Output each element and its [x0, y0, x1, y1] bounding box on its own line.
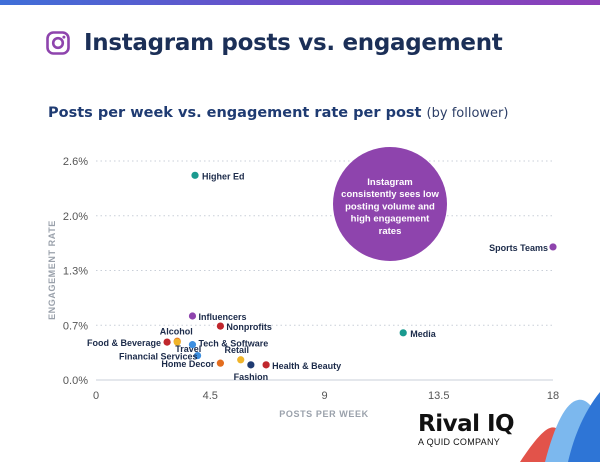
annotation-line: rates	[379, 226, 402, 237]
data-label: Fashion	[234, 372, 269, 382]
data-label: Travel	[175, 344, 201, 354]
brand-name: Rival IQ	[418, 411, 515, 437]
data-point	[188, 341, 197, 349]
data-label: Home Decor	[161, 359, 215, 369]
chart-subtitle: Posts per week vs. engagement rate per p…	[48, 105, 508, 121]
annotation-text: Instagram consistently sees low posting vo…	[341, 177, 439, 237]
annotation-line: Instagram	[367, 177, 412, 188]
annotation-line: posting volume and	[345, 201, 435, 212]
y-tick-label: 2.6%	[63, 156, 88, 168]
data-label: Higher Ed	[202, 171, 245, 181]
data-label: Retail	[224, 345, 249, 355]
data-label: Alcohol	[160, 326, 193, 336]
data-point	[399, 329, 407, 337]
data-label: Financial Services	[119, 352, 198, 362]
subtitle-main: Posts per week vs. engagement rate per p…	[48, 105, 422, 121]
data-point	[193, 351, 202, 360]
data-point	[549, 243, 557, 251]
y-tick-label: 1.3%	[63, 266, 88, 278]
x-tick-label: 13.5	[428, 390, 449, 402]
x-tick-label: 9	[321, 390, 327, 402]
x-tick-label: 4.5	[203, 390, 218, 402]
data-label: Tech & Software	[198, 339, 268, 349]
data-label: Media	[410, 329, 437, 339]
brand-tagline: A QUID COMPANY	[418, 437, 501, 447]
data-point	[173, 338, 181, 346]
annotation-line: consistently sees low	[341, 189, 439, 200]
data-label: Nonprofits	[226, 322, 272, 332]
header: Instagram posts vs. engagement	[46, 30, 503, 56]
x-tick-label: 18	[547, 390, 559, 402]
data-point	[216, 322, 225, 330]
y-tick-label: 0.7%	[63, 320, 88, 332]
data-point	[188, 312, 197, 320]
data-point	[247, 361, 255, 369]
y-axis-label: ENGAGEMENT RATE	[47, 220, 57, 320]
data-point	[237, 356, 245, 364]
subtitle-note: (by follower)	[426, 106, 509, 121]
data-point	[216, 359, 225, 367]
data-label: Food & Beverage	[87, 338, 161, 348]
brand-logo: Rival IQ A QUID COMPANY	[418, 411, 515, 447]
top-accent-bar	[0, 0, 600, 5]
data-point	[163, 338, 171, 346]
x-axis-label: POSTS PER WEEK	[279, 409, 368, 419]
data-point	[191, 171, 199, 179]
y-tick-label: 2.0%	[63, 211, 88, 223]
data-label: Health & Beauty	[272, 361, 341, 371]
data-label: Influencers	[198, 312, 246, 322]
annotation-bubble	[333, 147, 447, 261]
instagram-icon	[46, 31, 70, 55]
page-title: Instagram posts vs. engagement	[84, 30, 503, 56]
annotation-line: high engagement	[351, 214, 430, 225]
y-tick-label: 0.0%	[63, 375, 88, 387]
x-tick-label: 0	[93, 390, 99, 402]
data-label: Sports Teams	[489, 243, 548, 253]
data-point	[262, 361, 270, 369]
